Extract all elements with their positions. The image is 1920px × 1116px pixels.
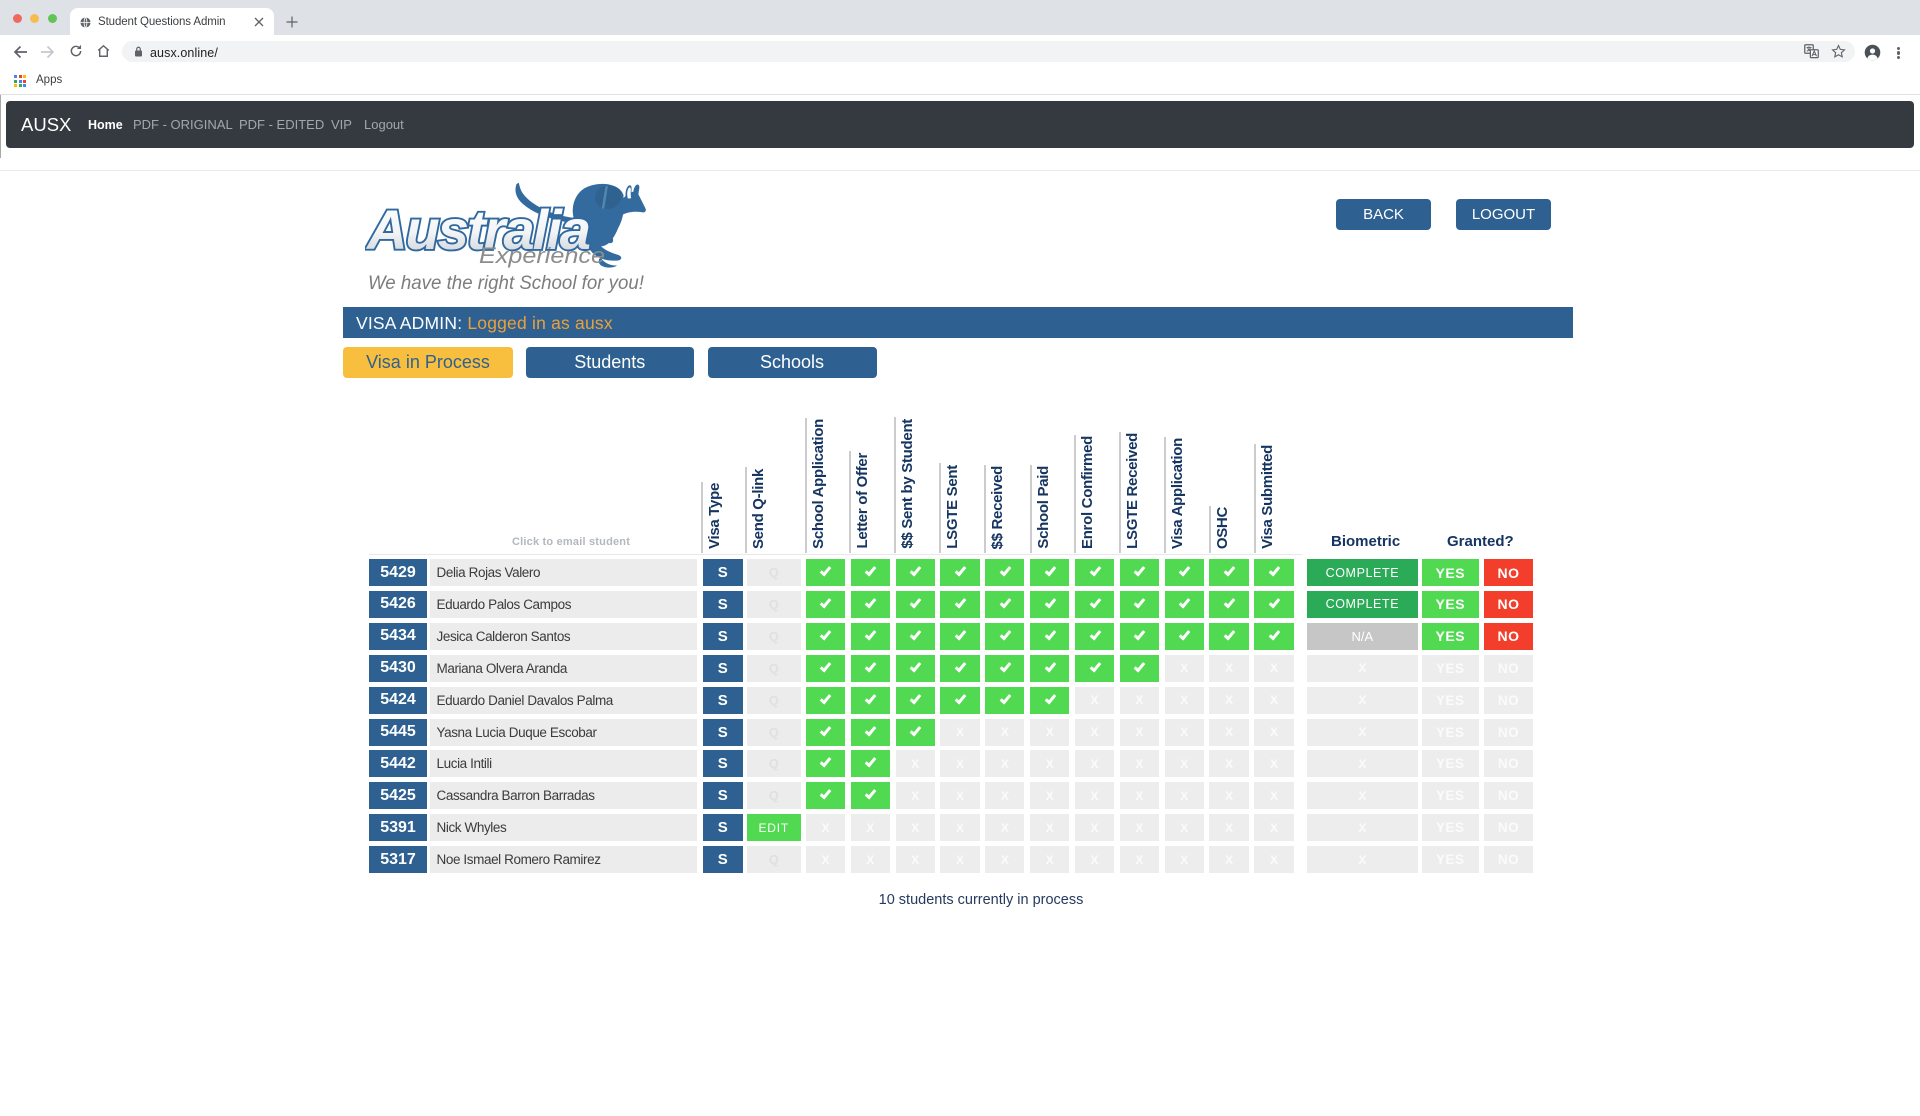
svg-text:Australia: Australia: [365, 198, 590, 261]
svg-text:We have the right School for y: We have the right School for you!: [368, 273, 645, 294]
svg-text:Experience: Experience: [479, 243, 605, 268]
